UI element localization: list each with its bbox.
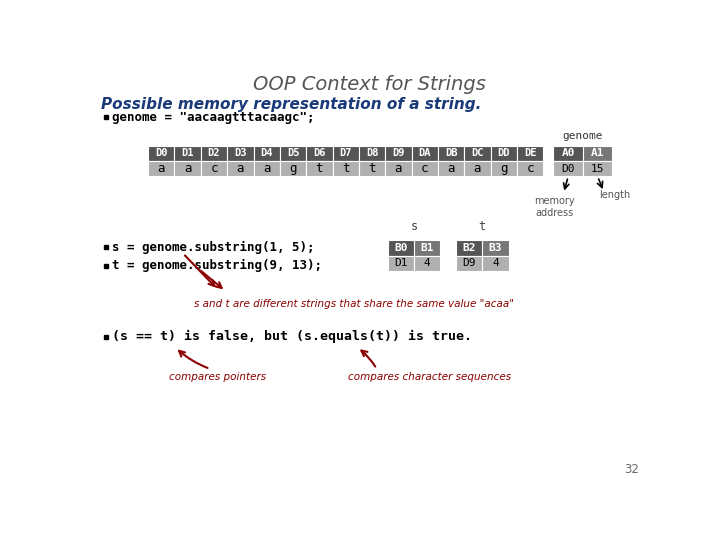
Text: compares character sequences: compares character sequences (348, 372, 511, 382)
Text: D5: D5 (287, 148, 300, 158)
FancyBboxPatch shape (583, 146, 612, 161)
FancyBboxPatch shape (148, 161, 174, 177)
Text: 15: 15 (591, 164, 604, 174)
FancyBboxPatch shape (359, 146, 385, 161)
Text: t: t (315, 162, 323, 176)
Text: D1: D1 (181, 148, 194, 158)
Text: c: c (210, 162, 217, 176)
Text: t: t (479, 220, 486, 233)
FancyBboxPatch shape (306, 161, 333, 177)
FancyBboxPatch shape (438, 146, 464, 161)
Text: t: t (369, 162, 376, 176)
Text: Possible memory representation of a string.: Possible memory representation of a stri… (101, 97, 481, 112)
FancyBboxPatch shape (490, 161, 517, 177)
Text: B0: B0 (394, 243, 408, 253)
Text: D2: D2 (208, 148, 220, 158)
Text: memory
address: memory address (534, 197, 575, 218)
Text: c: c (421, 162, 428, 176)
Text: A0: A0 (562, 148, 575, 158)
FancyBboxPatch shape (554, 161, 583, 177)
Text: (s == t) is false, but (s.equals(t)) is true.: (s == t) is false, but (s.equals(t)) is … (112, 330, 472, 343)
FancyBboxPatch shape (359, 161, 385, 177)
Text: D7: D7 (340, 148, 352, 158)
FancyBboxPatch shape (201, 146, 228, 161)
FancyBboxPatch shape (412, 161, 438, 177)
FancyBboxPatch shape (456, 240, 482, 256)
Text: a: a (158, 162, 165, 176)
Text: a: a (184, 162, 192, 176)
FancyBboxPatch shape (387, 256, 414, 271)
Text: 4: 4 (424, 259, 431, 268)
FancyBboxPatch shape (583, 161, 612, 177)
Text: t: t (342, 162, 349, 176)
FancyBboxPatch shape (412, 146, 438, 161)
Text: s: s (410, 220, 418, 233)
FancyBboxPatch shape (482, 256, 508, 271)
Text: D4: D4 (261, 148, 273, 158)
Text: A1: A1 (591, 148, 604, 158)
FancyBboxPatch shape (414, 256, 441, 271)
Text: B3: B3 (489, 243, 502, 253)
FancyBboxPatch shape (280, 161, 306, 177)
FancyBboxPatch shape (456, 256, 482, 271)
FancyBboxPatch shape (174, 161, 201, 177)
Text: a: a (263, 162, 271, 176)
FancyBboxPatch shape (228, 146, 253, 161)
Text: B1: B1 (420, 243, 434, 253)
Text: D3: D3 (234, 148, 246, 158)
Text: D9: D9 (392, 148, 405, 158)
FancyBboxPatch shape (464, 146, 490, 161)
Text: a: a (474, 162, 481, 176)
FancyBboxPatch shape (414, 240, 441, 256)
FancyBboxPatch shape (554, 146, 583, 161)
Text: OOP Context for Strings: OOP Context for Strings (253, 75, 485, 94)
Text: DB: DB (445, 148, 457, 158)
Text: DC: DC (472, 148, 484, 158)
Text: c: c (526, 162, 534, 176)
Text: D8: D8 (366, 148, 378, 158)
Text: a: a (395, 162, 402, 176)
FancyBboxPatch shape (517, 161, 544, 177)
FancyBboxPatch shape (333, 161, 359, 177)
Text: DA: DA (418, 148, 431, 158)
FancyBboxPatch shape (387, 240, 414, 256)
Text: D9: D9 (462, 259, 476, 268)
Text: t = genome.substring(9, 13);: t = genome.substring(9, 13); (112, 259, 322, 272)
FancyBboxPatch shape (385, 146, 412, 161)
FancyBboxPatch shape (253, 146, 280, 161)
FancyBboxPatch shape (201, 161, 228, 177)
FancyBboxPatch shape (385, 161, 412, 177)
Text: length: length (599, 190, 630, 200)
Text: s = genome.substring(1, 5);: s = genome.substring(1, 5); (112, 241, 314, 254)
FancyBboxPatch shape (174, 146, 201, 161)
Text: genome = "aacaagtttacaagc";: genome = "aacaagtttacaagc"; (112, 111, 314, 124)
FancyBboxPatch shape (517, 146, 544, 161)
Text: g: g (289, 162, 297, 176)
FancyBboxPatch shape (438, 161, 464, 177)
Text: compares pointers: compares pointers (169, 372, 266, 382)
Text: D1: D1 (394, 259, 408, 268)
Text: D0: D0 (562, 164, 575, 174)
Text: DE: DE (524, 148, 536, 158)
Text: 4: 4 (492, 259, 499, 268)
FancyBboxPatch shape (482, 240, 508, 256)
Text: D6: D6 (313, 148, 325, 158)
FancyBboxPatch shape (333, 146, 359, 161)
Text: D0: D0 (155, 148, 168, 158)
Text: genome: genome (562, 131, 603, 141)
Text: 32: 32 (624, 463, 639, 476)
FancyBboxPatch shape (148, 146, 174, 161)
Text: g: g (500, 162, 508, 176)
Text: DD: DD (498, 148, 510, 158)
FancyBboxPatch shape (464, 161, 490, 177)
FancyBboxPatch shape (306, 146, 333, 161)
Text: a: a (237, 162, 244, 176)
FancyBboxPatch shape (490, 146, 517, 161)
Text: a: a (447, 162, 455, 176)
Text: B2: B2 (462, 243, 476, 253)
FancyBboxPatch shape (280, 146, 306, 161)
Text: s and t are different strings that share the same value "acaa": s and t are different strings that share… (194, 299, 513, 309)
FancyBboxPatch shape (253, 161, 280, 177)
FancyBboxPatch shape (228, 161, 253, 177)
